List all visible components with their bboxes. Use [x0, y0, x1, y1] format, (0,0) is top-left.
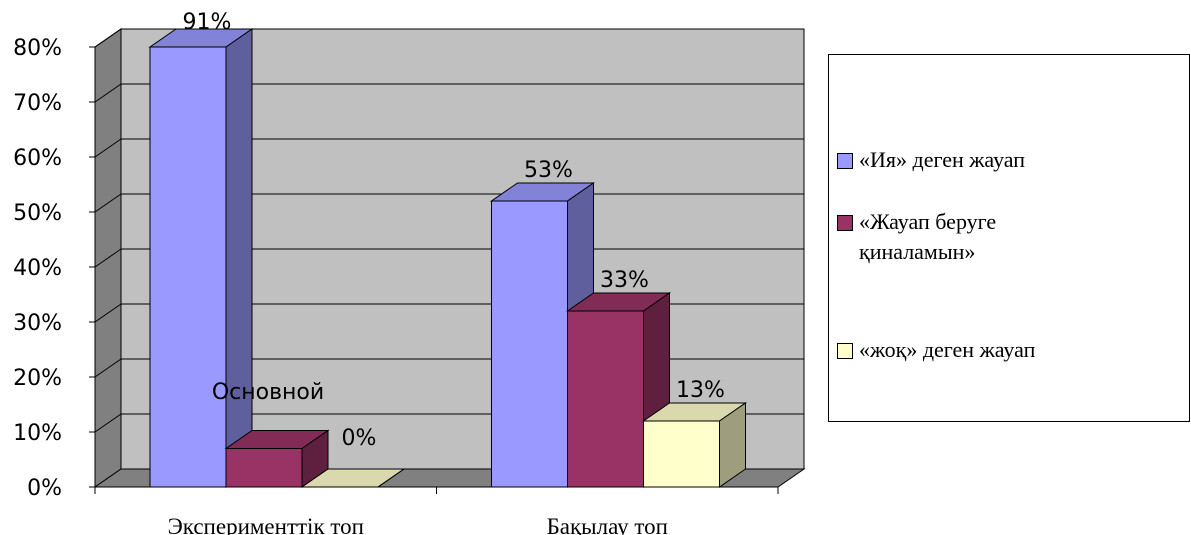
data-label: 13%: [676, 378, 725, 403]
y-tick-label: 70%: [13, 91, 62, 116]
gridline-side: [94, 193, 122, 213]
legend: «Ия» деген жауап «Жауап беруге қиналамын…: [828, 54, 1190, 422]
y-tick-label: 60%: [13, 146, 62, 171]
bar-front: [643, 420, 720, 488]
legend-label-hard: «Жауап беруге қиналамын»: [859, 207, 996, 267]
legend-label-yes: «Ия» деген жауап: [859, 147, 1026, 172]
legend-swatch-hard: [837, 215, 853, 231]
data-label: 33%: [600, 268, 649, 293]
bar-front: [225, 448, 303, 488]
bar: [300, 468, 406, 488]
legend-swatch-no: [837, 343, 853, 359]
bar: [148, 28, 254, 488]
legend-item-hard: «Жауап беруге қиналамын»: [837, 207, 996, 267]
y-tick-label: 40%: [13, 256, 62, 281]
bar-front: [149, 46, 227, 488]
bar: [641, 402, 748, 488]
data-label: 0%: [342, 426, 377, 451]
bar-side: [225, 28, 253, 488]
bar-front: [491, 200, 568, 488]
legend-label-hard-line2: қиналамын»: [859, 239, 976, 264]
data-label: 91%: [183, 10, 232, 35]
legend-item-yes: «Ия» деген жауап: [837, 145, 1025, 175]
annotation-label: Основной: [212, 380, 324, 405]
x-category-label: Бақылау топ: [547, 514, 668, 535]
y-tick-label: 50%: [13, 201, 62, 226]
bar-side: [719, 402, 746, 488]
data-label: 53%: [524, 158, 573, 183]
axes: 0% 10% 20% 30% 40% 50% 60% 70% 80% Эксперименттік…: [13, 36, 779, 535]
gridline-side: [94, 83, 122, 103]
gridline-side: [94, 248, 122, 268]
y-tick-label: 0%: [27, 476, 62, 501]
gridline-side: [94, 28, 122, 48]
legend-item-no: «жоқ» деген жауап: [837, 335, 1035, 365]
bar-side: [377, 468, 405, 488]
legend-label-hard-line1: «Жауап беруге: [859, 209, 997, 234]
gridline-side: [94, 303, 122, 323]
bar-front: [567, 310, 644, 488]
x-category-label: Эксперименттік топ: [168, 514, 364, 535]
legend-swatch-yes: [837, 153, 853, 169]
data-labels: 91% 0% 53% 33% 13% Основной: [183, 10, 725, 451]
y-tick-label: 20%: [13, 366, 62, 391]
y-tick-label: 80%: [13, 36, 62, 61]
gridline-side: [94, 358, 122, 378]
gridline-side: [94, 413, 122, 433]
legend-label-no: «жоқ» деген жауап: [859, 337, 1036, 362]
bar: [224, 429, 330, 488]
gridline-side: [94, 138, 122, 158]
bars: [148, 28, 748, 488]
y-tick-label: 30%: [13, 311, 62, 336]
y-tick-label: 10%: [13, 421, 62, 446]
